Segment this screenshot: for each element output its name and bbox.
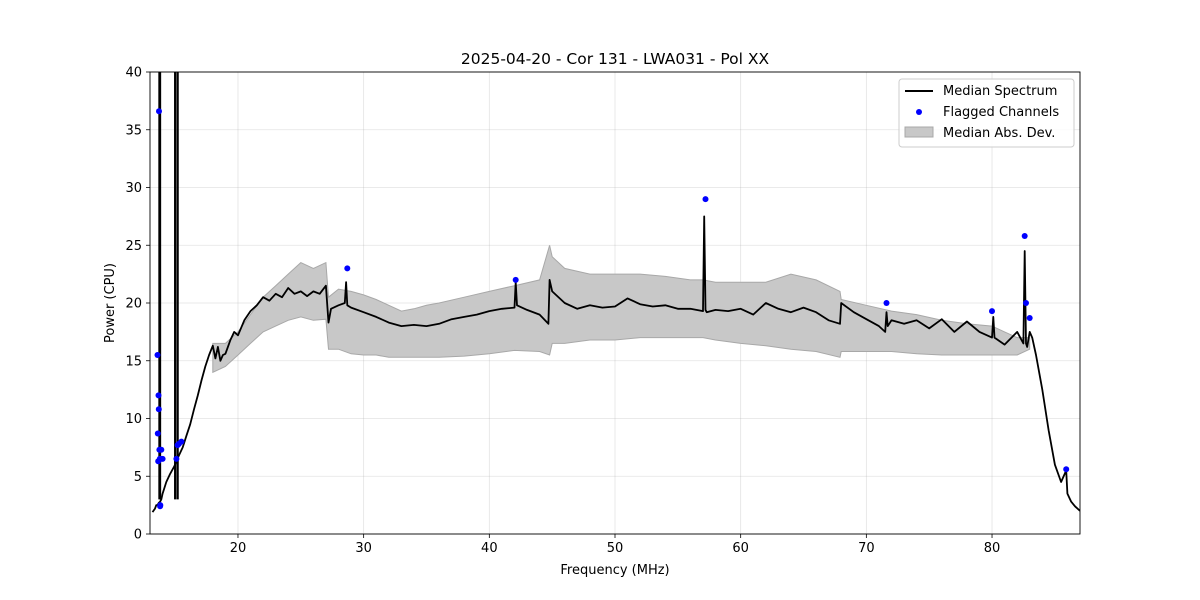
legend-box [898, 78, 1075, 148]
flagged-channel-point [157, 502, 164, 509]
y-tick-label: 40 [125, 66, 142, 81]
median-spectrum-line [151, 215, 1080, 513]
flagged-channel-point [178, 438, 185, 445]
flagged-channel-point [155, 406, 162, 413]
flagged-channel-point [154, 352, 161, 358]
y-tick-label: 0 [134, 528, 142, 543]
mad-band-area [212, 245, 1031, 374]
x-tick-label: 60 [732, 541, 749, 556]
y-tick-label: 5 [134, 470, 142, 485]
y-tick-label: 25 [125, 239, 142, 254]
y-tick-label: 20 [125, 297, 142, 312]
y-axis-label: Power (CPU) [103, 263, 118, 343]
flagged-channel-point [344, 265, 351, 272]
legend-band-swatch [904, 126, 934, 138]
legend-median-spectrum: Median Spectrum [943, 84, 1057, 99]
plot-area [151, 72, 1080, 513]
y-tick-label: 10 [125, 412, 142, 427]
flagged-channel-point [989, 308, 995, 315]
x-axis-label: Frequency (MHz) [560, 563, 669, 578]
flagged-channel-point [173, 455, 180, 462]
plot-frame [149, 71, 1081, 535]
x-tick-label: 20 [230, 541, 247, 556]
y-tick-label: 15 [125, 354, 142, 369]
y-tick-label: 30 [125, 181, 142, 196]
flagged-channel-point [1023, 300, 1029, 306]
x-tick-label: 40 [481, 541, 498, 556]
legend-median-abs-dev: Median Abs. Dev. [943, 126, 1055, 141]
chart-title: 2025-04-20 - Cor 131 - LWA031 - Pol XX [461, 50, 770, 68]
axes: 20 30 40 50 60 70 80 0 5 10 15 20 25 30 35 40 [125, 66, 1081, 556]
flagged-channel-point [154, 430, 161, 437]
x-tick-label: 70 [858, 541, 875, 556]
flagged-channel-point [883, 300, 890, 306]
legend-dot-swatch [916, 109, 922, 115]
mad-band [212, 245, 1031, 374]
flagged-channel-point [512, 276, 519, 283]
flagged-channel-point [159, 455, 166, 462]
flagged-channel-point [702, 196, 709, 203]
flagged-channel-point [1063, 466, 1070, 473]
flagged-channel-point [155, 392, 162, 399]
legend: Median Spectrum Flagged Channels Median … [898, 78, 1075, 148]
flagged-channel-point [1021, 233, 1028, 239]
flagged-channel-point [158, 446, 165, 453]
y-tick-label: 35 [125, 123, 142, 138]
x-tick-label: 50 [607, 541, 624, 556]
flagged-channel-point [1026, 315, 1033, 321]
legend-flagged-channels: Flagged Channels [943, 105, 1059, 120]
flagged-channel-point [156, 108, 162, 115]
x-tick-label: 80 [984, 541, 1001, 556]
x-tick-label: 30 [355, 541, 372, 556]
